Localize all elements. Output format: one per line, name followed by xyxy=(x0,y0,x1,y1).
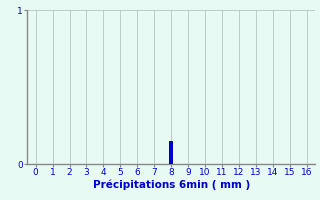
X-axis label: Précipitations 6min ( mm ): Précipitations 6min ( mm ) xyxy=(92,180,250,190)
Bar xyxy=(169,141,173,164)
